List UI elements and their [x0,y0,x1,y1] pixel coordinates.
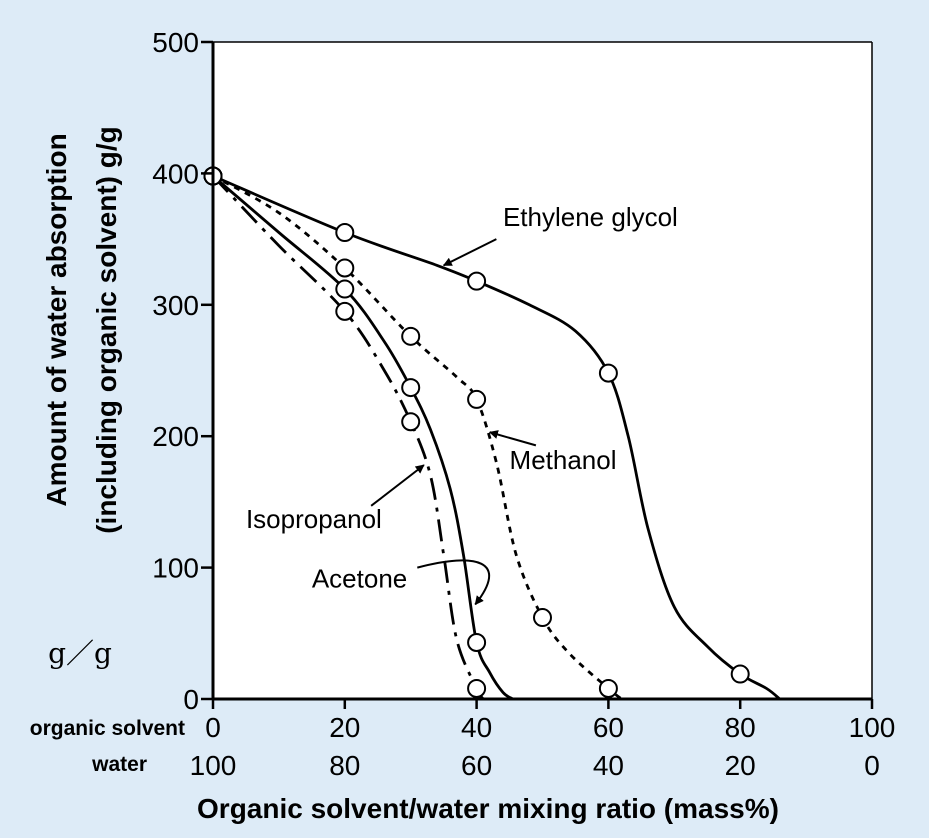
y-tick-label: 100 [152,553,199,584]
row-label-water: water [91,753,147,776]
x-tick-label-organic: 0 [205,712,221,743]
x-tick-label-organic: 80 [725,712,756,743]
y-tick-label: 0 [183,684,199,715]
annotation-labels: Ethylene glycol Methanol Isopropanol Aceton… [246,202,678,593]
data-point-methanol-2 [401,326,421,346]
x-tick-label-organic: 20 [329,712,360,743]
data-markers [203,166,750,698]
annotation-arrow-isopropanol [370,464,425,507]
annotation-label-methanol: Methanol [510,445,617,475]
x-tick-label-water: 0 [864,750,880,781]
annotation-label-acetone: Acetone [312,563,407,593]
annotation-label-isopropanol: Isopropanol [246,504,382,534]
annotation-label-ethylene-glycol: Ethylene glycol [503,202,678,232]
x-tick-label-water: 40 [593,750,624,781]
x-tick-label-organic: 100 [849,712,896,743]
x-tick-label-water: 100 [190,750,237,781]
data-point-methanol-1 [335,258,355,278]
x-tick-label-water: 20 [725,750,756,781]
x-tick-label-organic: 40 [461,712,492,743]
plot-background [213,42,872,699]
annotation-arrow-methanol [488,430,537,447]
y-axis-title-line1: Amount of water absorption [41,133,72,506]
data-point-acetone-1 [335,279,355,299]
data-point-isopropanol-3 [467,678,487,698]
y-tick-label: 200 [152,421,199,452]
data-point-acetone-3 [467,632,487,652]
series-line-isopropanol [211,175,485,700]
unit-note: g／g [48,637,112,670]
x-tick-label-organic: 60 [593,712,624,743]
annotation-arrow-ethylene-glycol [442,238,497,267]
data-point-methanol-5 [598,678,618,698]
series-line-ethylene-glycol [212,174,781,701]
data-point-ethylene-glycol-2 [467,271,487,291]
data-point-ethylene-glycol-1 [335,223,355,243]
data-point-methanol-3 [467,389,487,409]
annotation-arrows [370,238,537,606]
y-tick-label: 400 [152,158,199,189]
data-point-methanol-4 [533,608,552,628]
x-axis-title: Organic solvent/water mixing ratio (mass… [197,793,779,824]
data-point-ethylene-glycol-3 [598,363,618,383]
y-axis-title-line2: (including organic solvent) g/g [91,126,122,534]
data-point-acetone-2 [401,378,421,398]
data-point-isopropanol-2 [401,412,421,432]
series-line-acetone [212,174,514,701]
data-point-isopropanol-1 [335,301,355,321]
annotation-arrow-acetone [417,559,491,606]
row-label-organic-solvent: organic solvent [30,717,185,740]
axis-ticks: 0 100 200 300 400 500 0 100 20 80 40 60 60 40 80 20 100 0 [152,27,895,781]
axes [211,41,873,701]
series-curves [211,174,781,701]
y-tick-label: 500 [152,27,199,58]
y-tick-label: 300 [152,290,199,321]
x-tick-label-water: 60 [461,750,492,781]
x-tick-label-water: 80 [329,750,360,781]
data-point-ethylene-glycol-4 [730,664,750,684]
